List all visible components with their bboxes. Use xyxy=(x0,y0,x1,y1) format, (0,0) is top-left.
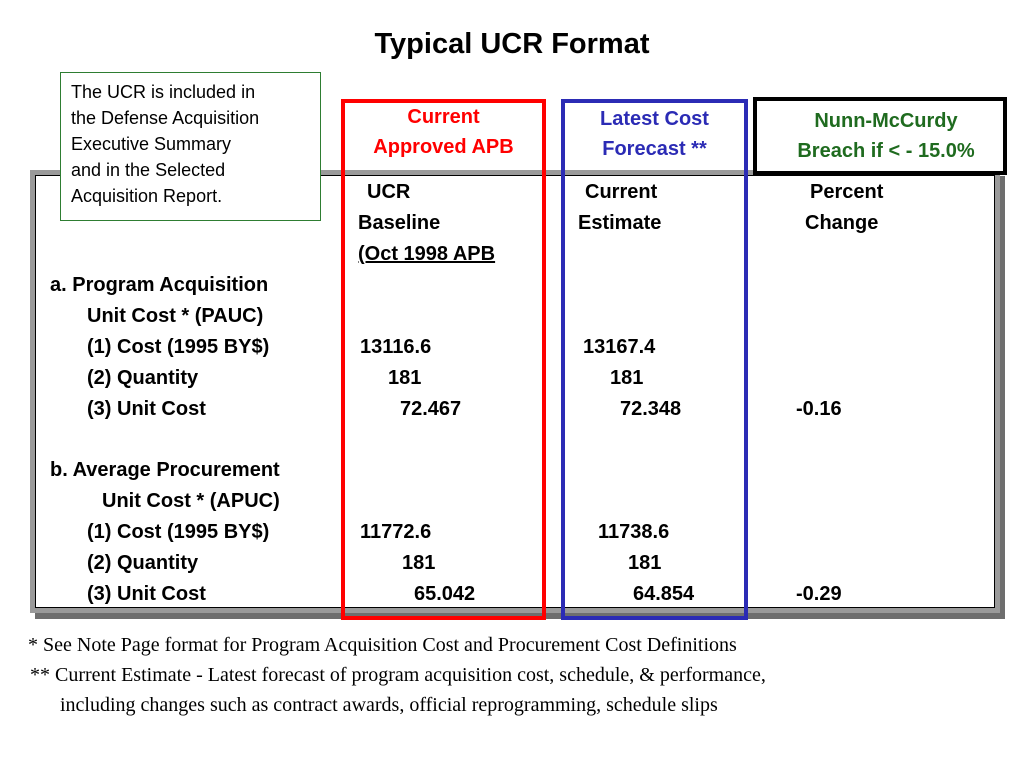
nunn-mccurdy-header-box xyxy=(753,97,1007,175)
section-b-row-baseline: 65.042 xyxy=(414,583,476,605)
section-a-row-baseline: 72.467 xyxy=(400,398,462,420)
section-a-row-label: (2) Quantity xyxy=(87,367,199,389)
baseline-header-date: (Oct 1998 APB xyxy=(358,243,496,265)
section-a-heading: a. Program Acquisition xyxy=(50,274,269,296)
section-a-subheading: Unit Cost * (PAUC) xyxy=(87,305,264,327)
section-b-row-label: (3) Unit Cost xyxy=(87,583,206,605)
baseline-header-ucr: UCR xyxy=(367,181,411,203)
note-line: the Defense Acquisition xyxy=(71,108,260,128)
section-b-row-current: 64.854 xyxy=(633,583,695,605)
latest-cost-column-outline xyxy=(561,99,748,620)
note-line: The UCR is included in xyxy=(71,82,256,102)
section-b-row-label: (1) Cost (1995 BY$) xyxy=(87,521,270,543)
nunn-mccurdy-header-line: Breach if < - 15.0% xyxy=(797,140,975,162)
current-estimate-header-current: Current xyxy=(585,181,658,203)
nunn-mccurdy-header-line: Nunn-McCurdy xyxy=(814,110,958,132)
section-a-row-change: -0.16 xyxy=(796,398,842,420)
section-b-heading: b. Average Procurement xyxy=(50,459,280,481)
section-b-row-current: 11738.6 xyxy=(598,521,670,543)
percent-change-header-percent: Percent xyxy=(810,181,884,203)
table-frame xyxy=(30,170,1000,613)
footnote-double-star-continued: including changes such as contract award… xyxy=(60,694,718,716)
section-a-row-label: (1) Cost (1995 BY$) xyxy=(87,336,270,358)
ucr-note-box: The UCR is included in the Defense Acqui… xyxy=(60,72,321,221)
section-b-row-current: 181 xyxy=(628,552,662,574)
nunn-mccurdy-header: Nunn-McCurdy Breach if < - 15.0% xyxy=(770,106,1002,166)
section-a-row-current: 72.348 xyxy=(620,398,682,420)
section-a-row-baseline: 181 xyxy=(388,367,422,389)
current-apb-header-line: Approved APB xyxy=(373,136,514,158)
page-title: Typical UCR Format xyxy=(374,28,650,60)
current-apb-column-outline xyxy=(341,99,546,620)
footnote-double-star: ** Current Estimate - Latest forecast of… xyxy=(30,664,766,686)
current-apb-header: Current Approved APB xyxy=(345,102,542,162)
section-b-row-baseline: 181 xyxy=(402,552,436,574)
latest-cost-header: Latest Cost Forecast ** xyxy=(565,104,744,164)
note-line: and in the Selected xyxy=(71,160,226,180)
section-a-row-current: 181 xyxy=(610,367,644,389)
section-a-row-current: 13167.4 xyxy=(583,336,656,358)
section-b-row-baseline: 11772.6 xyxy=(360,521,432,543)
note-line: Acquisition Report. xyxy=(71,186,223,206)
section-a-row-baseline: 13116.6 xyxy=(360,336,432,358)
section-b-subheading: Unit Cost * (APUC) xyxy=(102,490,280,512)
section-b-row-change: -0.29 xyxy=(796,583,842,605)
note-line: Executive Summary xyxy=(71,134,232,154)
section-b-row-label: (2) Quantity xyxy=(87,552,199,574)
latest-cost-header-line: Latest Cost xyxy=(600,108,709,130)
baseline-header-baseline: Baseline xyxy=(358,212,441,234)
footnote-star: * See Note Page format for Program Acqui… xyxy=(28,634,737,656)
current-estimate-header-estimate: Estimate xyxy=(578,212,662,234)
section-a-row-label: (3) Unit Cost xyxy=(87,398,206,420)
current-apb-header-line: Current xyxy=(407,106,480,128)
latest-cost-header-line: Forecast ** xyxy=(602,138,707,160)
percent-change-header-change: Change xyxy=(805,212,879,234)
